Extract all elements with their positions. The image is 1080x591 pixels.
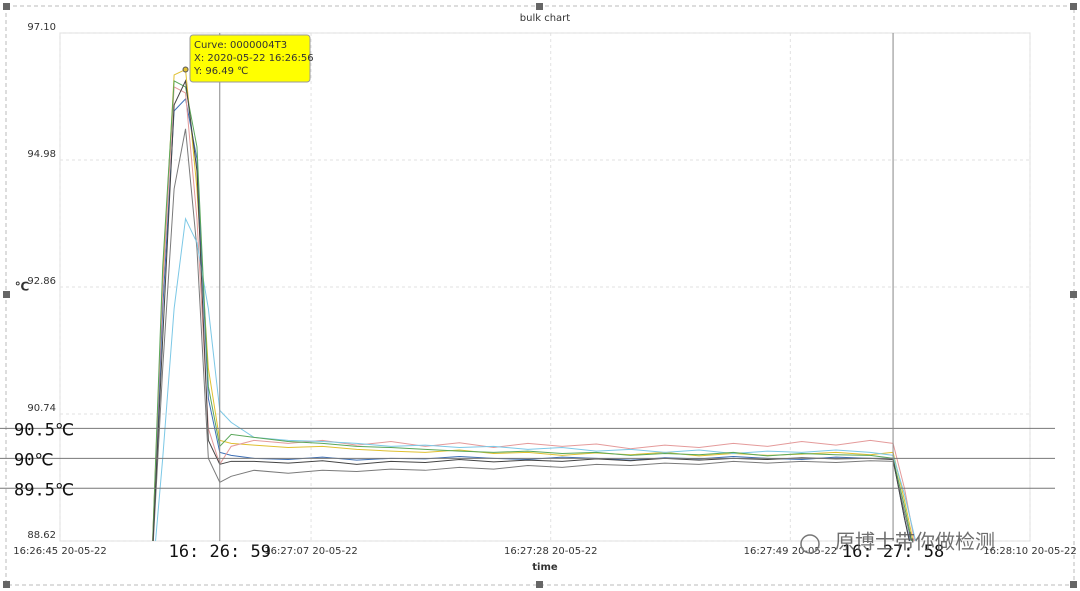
x-tick-label: 16:27:49 20-05-22 [744,546,837,557]
chart-title: bulk chart [520,13,571,24]
series-line [152,97,911,541]
tooltip-point [182,66,189,73]
reference-label: 90.5℃ [14,420,74,440]
y-tick-label: 88.62 [27,530,56,541]
y-tick-label: 92.86 [27,276,56,287]
y-tick-label: 97.10 [27,22,56,33]
x-tick-label: 16:28:10 20-05-22 [983,546,1076,557]
series-line [155,216,917,541]
y-tick-label: 90.74 [27,403,56,414]
series-line [152,80,913,541]
cursor-label: 16: 26: 59 [169,542,271,562]
reference-label: 90℃ [14,450,54,470]
tooltip-box [189,34,311,83]
x-tick-label: 16:26:45 20-05-22 [13,546,106,557]
tooltip-text: Curve: 0000004T3 [194,40,287,51]
watermark-icon [800,534,820,554]
series-line [152,68,914,541]
y-axis-label: ℃ [15,280,30,294]
cursor-label: 16: 27: 58 [842,542,944,562]
series-line [152,79,910,541]
tooltip: Curve: 0000004T3 X: 2020-05-22 16:26:56 … [189,34,314,83]
watermark: 原博士带你做检测 [835,530,995,554]
x-axis-label: time [532,562,558,573]
handles [3,3,1077,588]
x-tick-label: 16:27:07 20-05-22 [264,546,357,557]
y-tick-label: 94.98 [27,149,56,160]
plot-lines [152,68,917,541]
reference-label: 89.5℃ [14,480,74,500]
tooltip-text: X: 2020-05-22 16:26:56 [194,53,314,64]
frame [5,5,1075,586]
tooltip-text: Y: 96.49 ℃ [193,66,248,77]
series-line [152,128,912,541]
x-tick-label: 16:27:28 20-05-22 [504,546,597,557]
